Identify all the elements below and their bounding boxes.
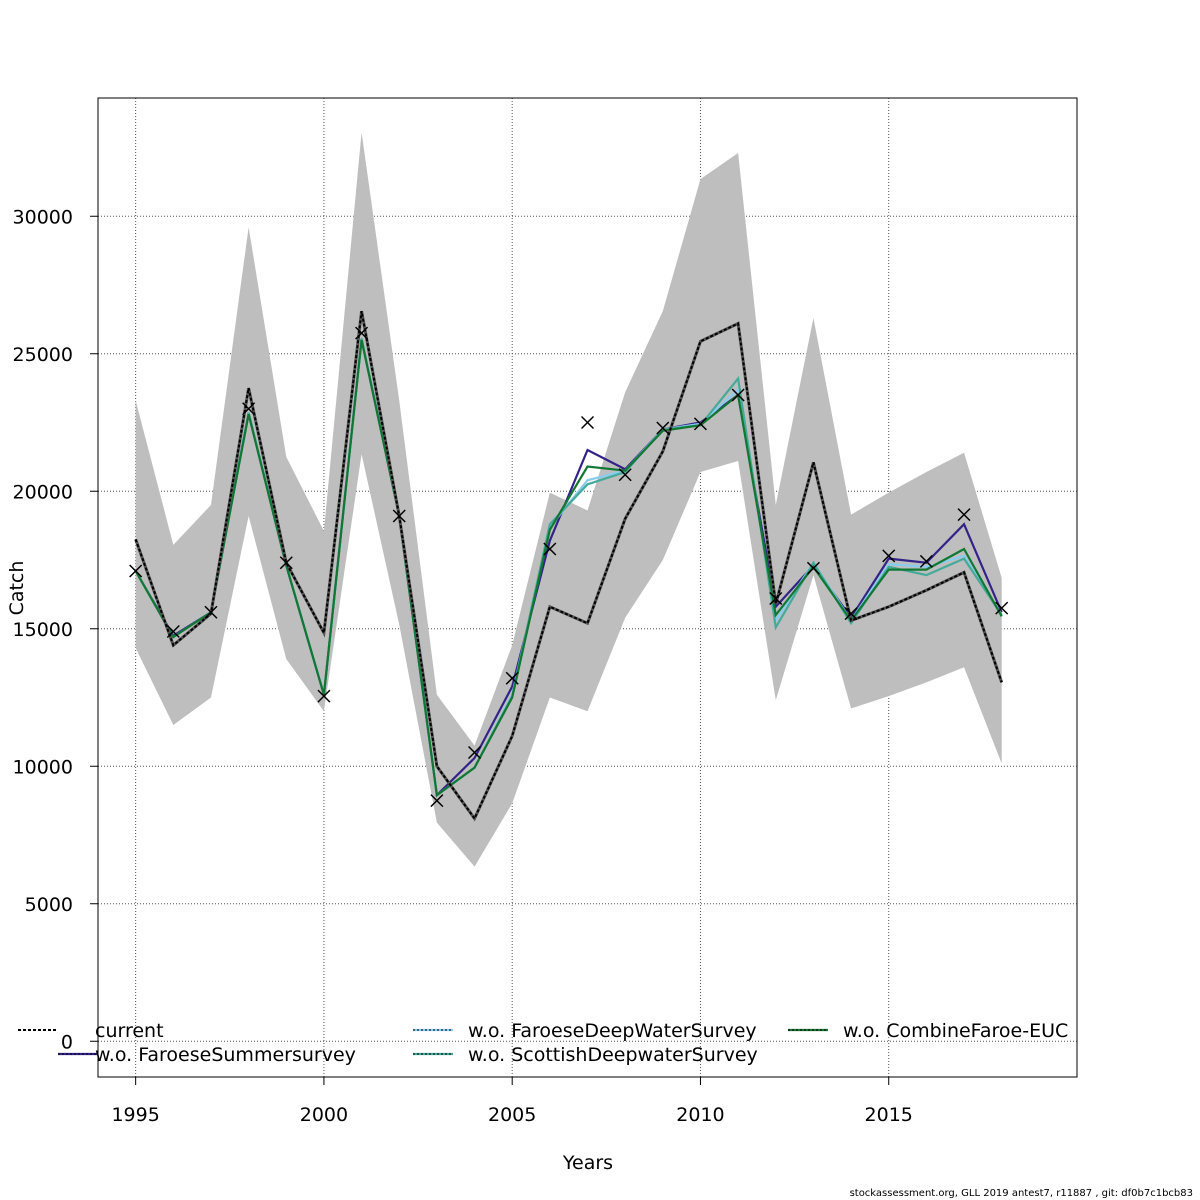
- point-stroke: [430, 794, 444, 808]
- point-stroke: [204, 605, 218, 619]
- point-stroke: [618, 468, 632, 482]
- point-stroke: [355, 326, 369, 340]
- observed-point: [844, 607, 858, 621]
- observed-point: [618, 468, 632, 482]
- point-stroke: [580, 415, 595, 430]
- legend-item: w.o. CombineFaroe-EUC: [788, 1020, 1068, 1042]
- legend-item: w.o. ScottishDeepwaterSurvey: [413, 1044, 758, 1066]
- series-lines: [134, 310, 1004, 822]
- observed-point: [166, 624, 180, 639]
- point-stroke: [279, 556, 293, 570]
- legend-label: w.o. ScottishDeepwaterSurvey: [468, 1044, 758, 1066]
- point-stroke: [731, 388, 745, 402]
- y-tick-label: 20000: [13, 481, 73, 503]
- observed-point: [317, 689, 331, 703]
- observed-point: [995, 601, 1009, 615]
- x-axis: 1995 2000 2005 2010 2015: [111, 1077, 913, 1126]
- observed-point: [279, 556, 293, 570]
- point-stroke: [693, 417, 707, 431]
- legend-label: w.o. CombineFaroe-EUC: [843, 1020, 1068, 1042]
- x-tick-label: 2000: [300, 1104, 348, 1126]
- observed-point: [769, 591, 783, 606]
- observed-point: [543, 542, 557, 556]
- y-tick-label: 5000: [25, 894, 73, 916]
- point-stroke: [242, 402, 256, 416]
- point-stroke: [995, 601, 1009, 615]
- legend-label: w.o. FaroeseSummersurvey: [95, 1044, 356, 1066]
- legend-label: w.o. FaroeseDeepWaterSurvey: [468, 1020, 757, 1042]
- legend-label: current: [95, 1020, 164, 1042]
- observed-points: [129, 326, 1009, 808]
- point-stroke: [656, 421, 670, 435]
- y-tick-label: 25000: [13, 344, 73, 366]
- point-stroke: [317, 689, 331, 703]
- y-tick-label: 30000: [13, 206, 73, 228]
- point-stroke: [844, 607, 858, 621]
- point-stroke: [505, 671, 519, 685]
- observed-point: [392, 509, 406, 523]
- point-stroke: [919, 554, 933, 568]
- observed-point: [430, 794, 444, 808]
- observed-point: [882, 549, 896, 563]
- observed-point: [731, 388, 745, 402]
- point-stroke: [769, 591, 783, 606]
- footer-text: stockassessment.org, GLL 2019 antest7, r…: [850, 1188, 1193, 1199]
- observed-point: [580, 415, 595, 430]
- y-tick-label: 10000: [13, 756, 73, 778]
- observed-point: [693, 417, 707, 431]
- point-stroke: [468, 745, 482, 760]
- observed-point: [468, 745, 482, 760]
- observed-point: [919, 554, 933, 568]
- x-tick-label: 2005: [488, 1104, 536, 1126]
- y-tick-label: 0: [61, 1031, 73, 1053]
- point-stroke: [129, 564, 143, 578]
- legend-item: w.o. FaroeseSummersurvey: [58, 1044, 356, 1066]
- plot-frame: [97, 97, 1078, 1078]
- point-stroke: [166, 624, 180, 639]
- observed-point: [505, 671, 519, 685]
- observed-point: [355, 326, 369, 340]
- x-axis-label: Years: [562, 1152, 613, 1174]
- confidence-band: [135, 132, 1002, 867]
- point-stroke: [392, 509, 406, 523]
- legend-item: current: [18, 1020, 164, 1042]
- x-tick-label: 2010: [676, 1104, 724, 1126]
- x-tick-label: 2015: [865, 1104, 913, 1126]
- legend-item: w.o. FaroeseDeepWaterSurvey: [413, 1020, 757, 1042]
- point-stroke: [543, 542, 557, 556]
- series-line-current: [134, 310, 1004, 822]
- observed-point: [806, 561, 820, 575]
- observed-point: [957, 508, 971, 522]
- y-axis: 0 5000 10000 15000 20000 25000 30000: [13, 206, 98, 1053]
- point-stroke: [882, 549, 896, 563]
- observed-point: [204, 605, 218, 619]
- observed-point: [242, 402, 256, 416]
- y-axis-label: Catch: [6, 561, 28, 616]
- observed-point: [656, 421, 670, 435]
- point-stroke: [806, 561, 820, 575]
- point-stroke: [957, 508, 971, 522]
- x-tick-label: 1995: [111, 1104, 159, 1126]
- y-tick-label: 15000: [13, 619, 73, 641]
- observed-point: [129, 564, 143, 578]
